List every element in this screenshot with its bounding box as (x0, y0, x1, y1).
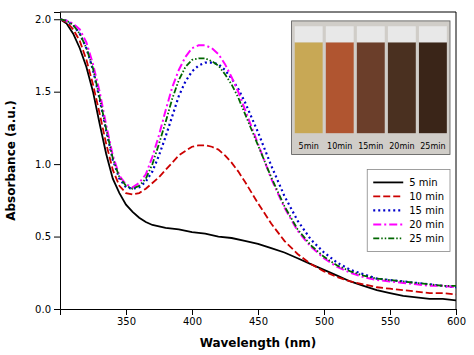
tick-label: 1.0 (35, 159, 51, 170)
tube (419, 42, 447, 133)
tick-label: 2.0 (35, 14, 51, 25)
axis-line (54, 13, 61, 310)
tick: 1.5 (35, 86, 60, 97)
tick: 2.0 (35, 14, 60, 25)
tick: 0.5 (35, 231, 60, 242)
tick-mark (54, 164, 60, 165)
tick-label: 0.0 (35, 304, 51, 315)
inset-background (292, 21, 450, 155)
tube-cap (326, 26, 354, 42)
legend-frame (367, 169, 450, 251)
tick-label: 550 (381, 316, 400, 327)
legend-label: 5 min (409, 177, 437, 188)
y-axis-title: Absorbance (a.u.) (4, 100, 18, 221)
tube-label: 25min (420, 142, 445, 151)
series-line (60, 19, 456, 287)
tick-mark (456, 309, 457, 315)
series-line (60, 19, 456, 287)
tick-label: 1.5 (35, 86, 51, 97)
tick-label: 500 (315, 316, 334, 327)
legend-swatch (373, 209, 403, 211)
tick: 450 (249, 309, 268, 327)
series-line (60, 19, 456, 294)
legend-label: 20 min (409, 219, 444, 230)
tick: 550 (381, 309, 400, 327)
tube-cap (388, 26, 416, 42)
tick-mark (54, 19, 60, 20)
legend: 5 min 10 min 15 min 20 min 25 min (367, 169, 450, 251)
legend-swatch (373, 238, 403, 240)
tick: 500 (315, 309, 334, 327)
tick-label: 600 (447, 316, 466, 327)
tick-mark (54, 237, 60, 238)
lines (60, 19, 456, 300)
tick-mark (54, 309, 60, 310)
tube-label: 5min (299, 142, 319, 151)
chart: 350 400 450 500 550 600 0.0 0.5 1.0 1.5 2.0 5min 10m… (0, 0, 474, 355)
tube-label: 20min (389, 142, 414, 151)
axis-line (61, 310, 457, 316)
plot: 350 400 450 500 550 600 0.0 0.5 1.0 1.5 2.0 5min 10m… (35, 12, 466, 327)
tick-label: 450 (249, 316, 268, 327)
tick-mark (192, 309, 193, 315)
tick-label: 0.5 (35, 231, 51, 242)
legend-label: 15 min (409, 205, 444, 216)
x-axis: 350 400 450 500 550 600 (61, 309, 467, 327)
tube-cap (357, 26, 385, 42)
inset: 5min 10min 15min 20min 25min (292, 21, 450, 155)
tick: 400 (183, 309, 202, 327)
legend-swatch (373, 182, 403, 184)
tube-label: 10min (327, 142, 352, 151)
tube-label: 15min (358, 142, 383, 151)
series-line (60, 19, 456, 286)
legend-swatch (373, 196, 403, 198)
tube (388, 42, 416, 133)
tick: 350 (117, 309, 136, 327)
y-axis: 0.0 0.5 1.0 1.5 2.0 (35, 13, 60, 315)
tube (326, 42, 354, 133)
tick-mark (258, 309, 259, 315)
tick: 600 (447, 309, 466, 327)
frame (456, 12, 457, 309)
legend-label: 25 min (409, 233, 444, 244)
tick: 1.0 (35, 159, 60, 170)
tube-cap (419, 26, 447, 42)
tick: 0.0 (35, 304, 60, 315)
tube (357, 42, 385, 133)
frame (60, 12, 456, 13)
series-line (60, 19, 456, 300)
x-axis-title: Wavelength (nm) (200, 336, 317, 350)
legend-label: 10 min (409, 191, 444, 202)
tick-mark (54, 92, 60, 93)
legend-swatch (373, 223, 403, 225)
tick-mark (126, 309, 127, 315)
tick-label: 350 (117, 316, 136, 327)
tube (295, 42, 323, 133)
tick-mark (324, 309, 325, 315)
tube-cap (295, 26, 323, 42)
tick-mark (390, 309, 391, 315)
tick-label: 400 (183, 316, 202, 327)
